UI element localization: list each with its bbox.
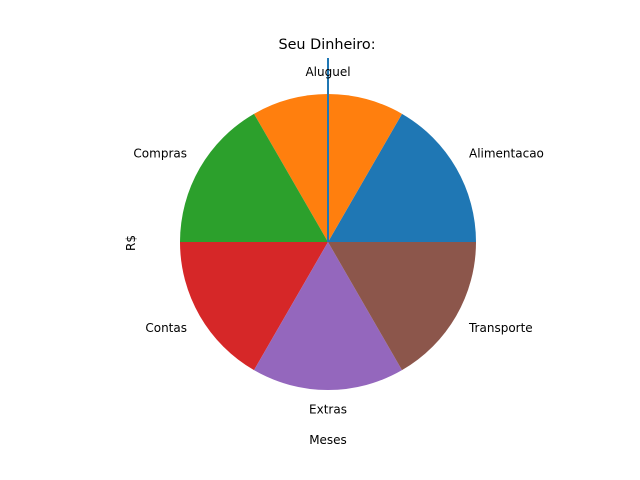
x-axis-label: Meses [309,433,347,447]
pie-slice-extras [254,242,402,390]
pie-slice-labels: Alimentacao Aluguel Compras Contas Extras Tra… [133,65,543,416]
slice-label-transporte: Transporte [468,321,533,335]
slice-label-contas: Contas [145,321,187,335]
pie-slice-compras [180,113,328,242]
y-axis-label: R$ [124,235,138,251]
slice-label-extras: Extras [309,403,347,417]
chart-title: Seu Dinheiro: [278,37,375,53]
pie-slice-transporte [328,242,476,371]
slice-label-aluguel: Aluguel [305,65,350,79]
slice-label-alimentacao: Alimentacao [469,147,544,161]
pie-slice-alimentacao [328,113,476,242]
pie-slice-contas [180,242,328,371]
slice-label-compras: Compras [133,147,187,161]
